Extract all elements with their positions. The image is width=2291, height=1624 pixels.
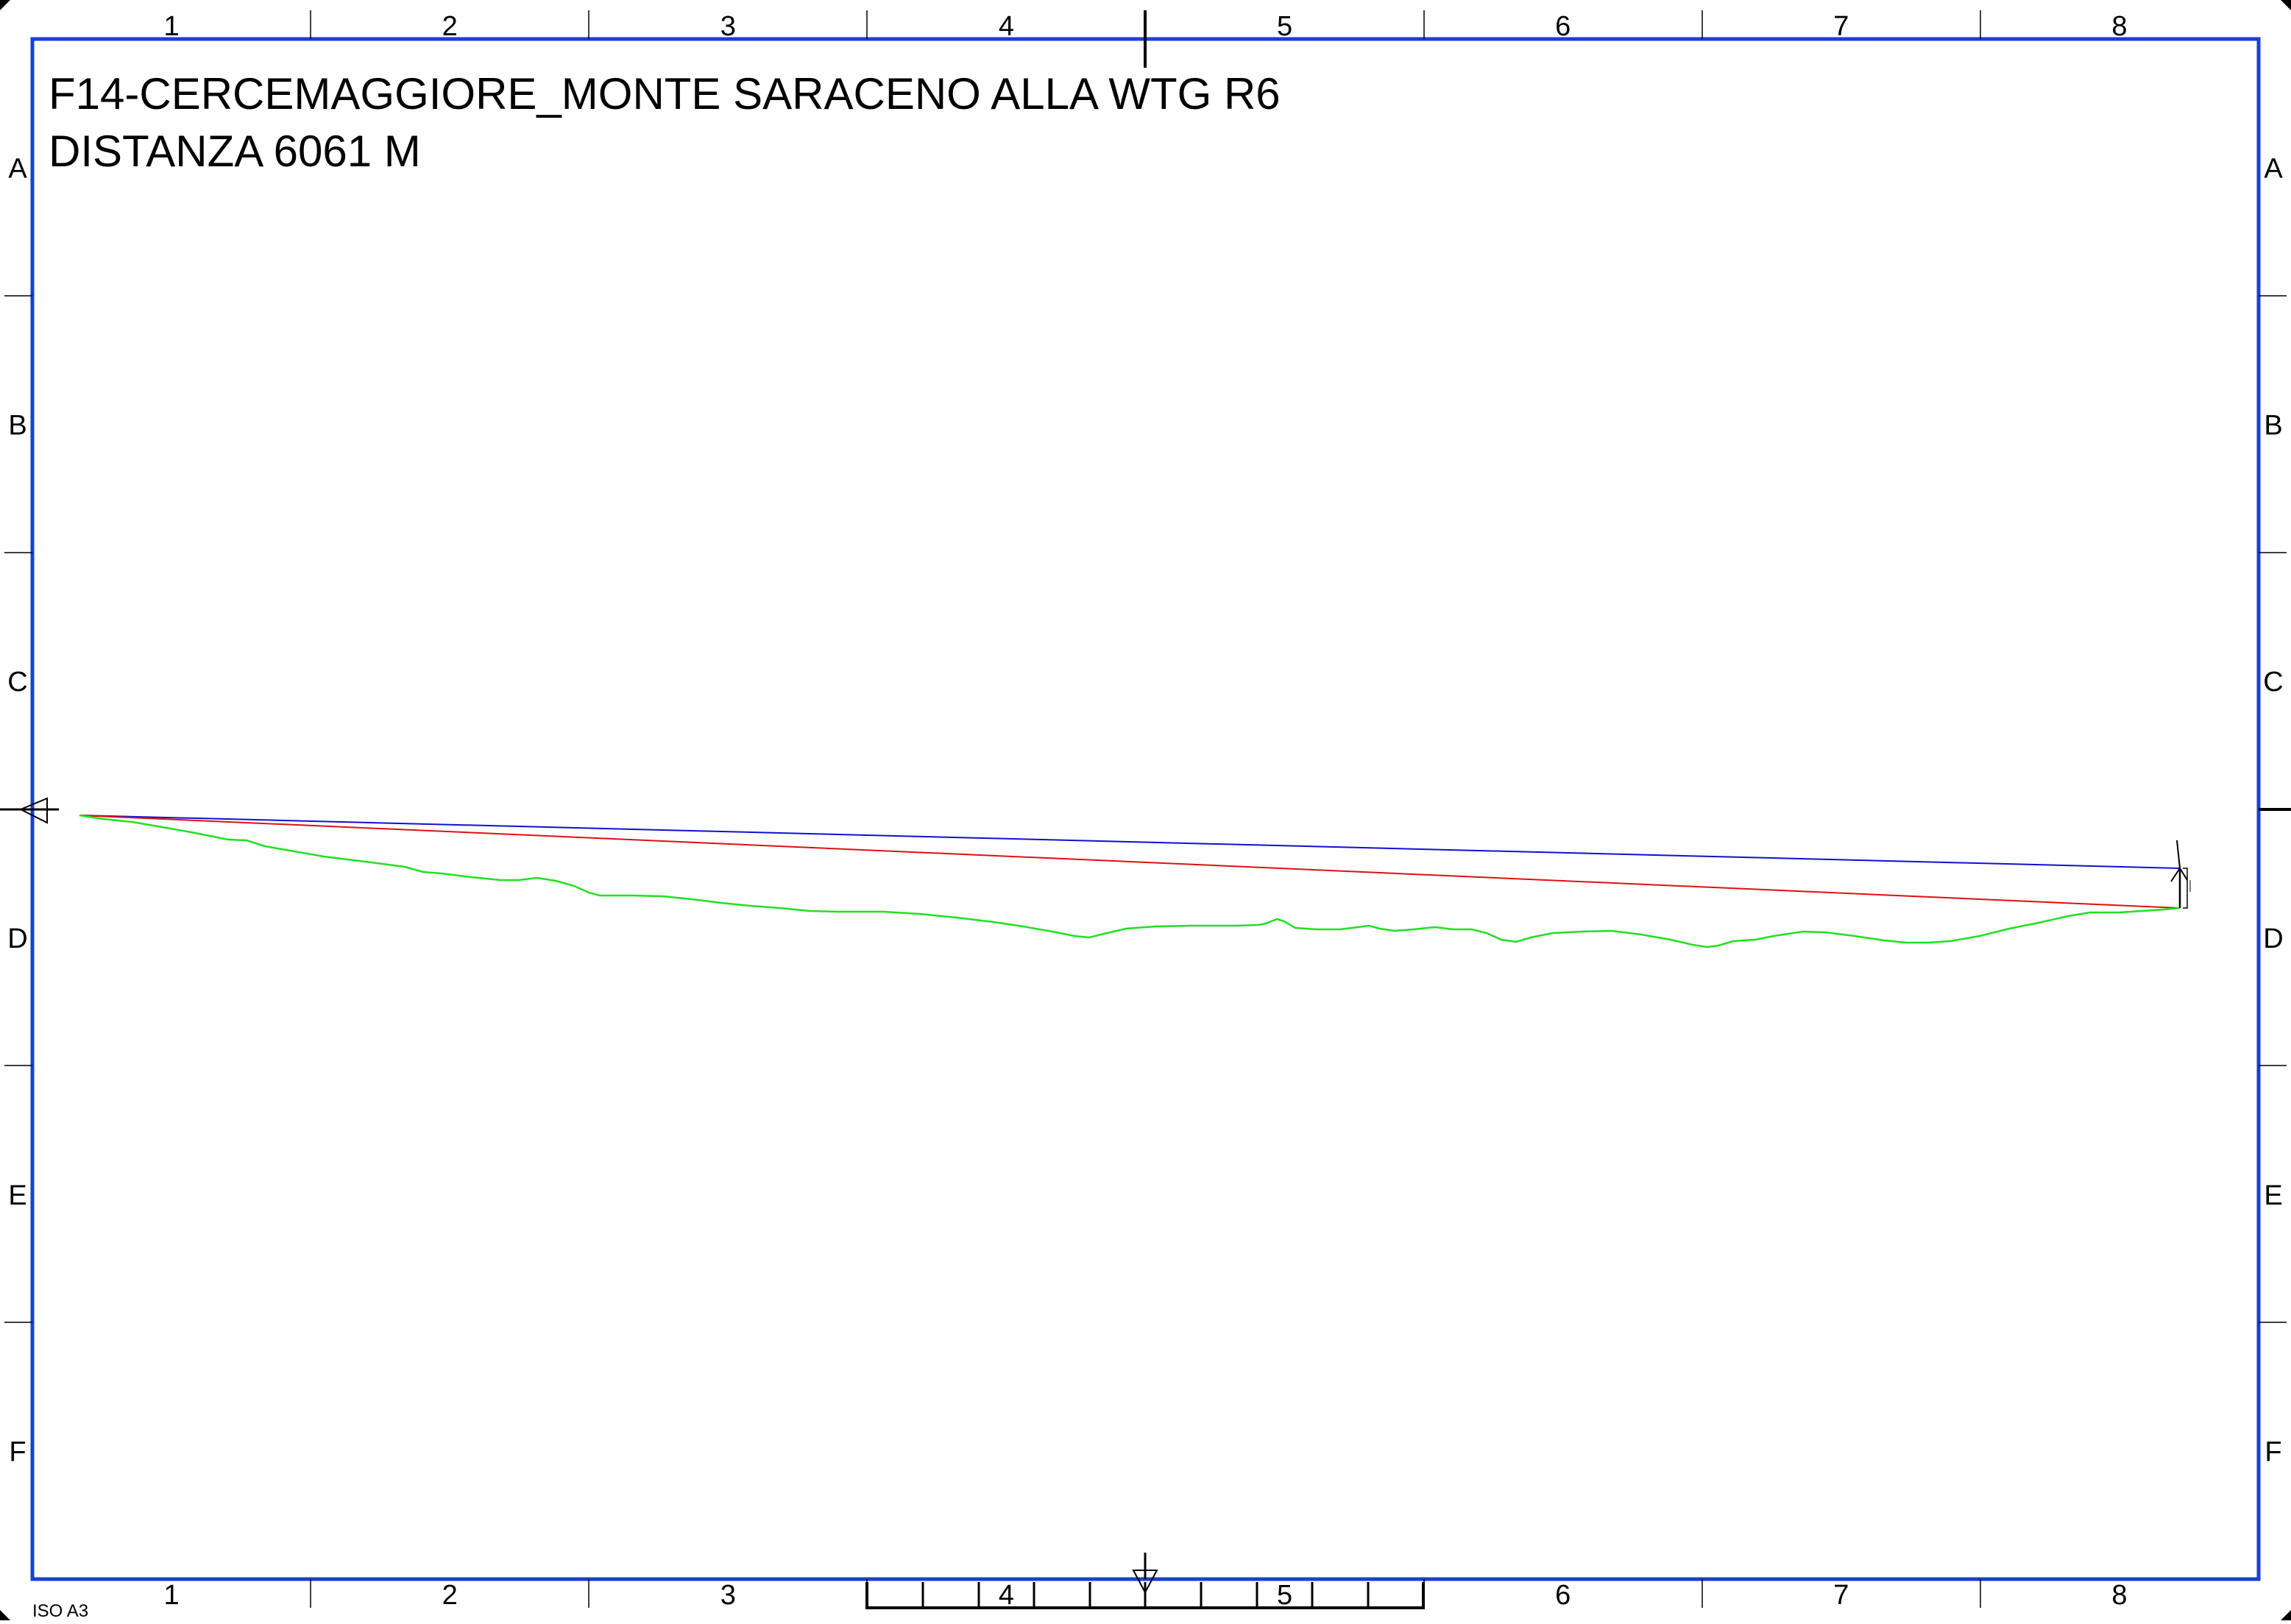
column-label-top: 8: [2111, 11, 2127, 42]
row-label-right: C: [2263, 667, 2283, 698]
column-label-top: 5: [1277, 11, 1292, 42]
column-label-top: 1: [163, 11, 179, 42]
column-label-bottom: 7: [1833, 1580, 1849, 1611]
row-label-left: F: [9, 1437, 26, 1468]
column-label-top: 3: [720, 11, 736, 42]
column-label-bottom: 5: [1277, 1580, 1292, 1611]
scale-bar: [865, 1582, 1425, 1609]
row-label-right: B: [2264, 410, 2282, 441]
column-label-bottom: 8: [2111, 1580, 2127, 1611]
turbine-icon: [2170, 840, 2191, 909]
column-label-bottom: 4: [999, 1580, 1014, 1611]
row-label-left: D: [7, 923, 27, 954]
corner-mark-top-right: [2281, 0, 2291, 10]
grid-ticks: [4, 10, 2287, 1608]
column-label-top: 2: [442, 11, 458, 42]
row-label-left: A: [8, 153, 27, 184]
column-label-top: 4: [999, 11, 1014, 42]
column-label-bottom: 3: [720, 1580, 736, 1611]
corner-mark-top-left: [0, 0, 10, 10]
row-label-left: C: [7, 667, 27, 698]
observer-marker-icon: [18, 797, 48, 824]
sheet-size-label: ISO A3: [32, 1601, 89, 1621]
column-label-bottom: 1: [163, 1580, 179, 1611]
row-label-right: E: [2264, 1180, 2282, 1211]
column-label-top: 6: [1555, 11, 1571, 42]
drawing-title: F14-CERCEMAGGIORE_MONTE SARACENO ALLA WT…: [49, 69, 1281, 118]
drawing-frame: [30, 37, 2261, 1581]
sight-line-red: [79, 815, 2181, 909]
sight-line-blue: [79, 815, 2181, 869]
corner-mark-bottom-right: [2281, 1610, 2291, 1620]
distance-label: DISTANZA 6061 M: [49, 127, 421, 176]
row-label-left: E: [8, 1180, 26, 1211]
row-label-right: A: [2264, 153, 2283, 184]
row-label-right: D: [2263, 923, 2283, 954]
column-label-bottom: 6: [1555, 1580, 1571, 1611]
center-marker-icon: [1132, 1570, 1158, 1595]
row-label-right: F: [2265, 1437, 2281, 1468]
column-label-top: 7: [1833, 11, 1849, 42]
terrain-profile-line: [79, 814, 2181, 948]
corner-mark-bottom-left: [0, 1610, 10, 1620]
column-label-bottom: 2: [442, 1580, 458, 1611]
row-label-left: B: [8, 410, 26, 441]
grid-labels: 1 1 2 2 3 3 4 4 5 5 6 6 7 7 8 8 A A B B C C D D E E F F: [7, 11, 2283, 1611]
